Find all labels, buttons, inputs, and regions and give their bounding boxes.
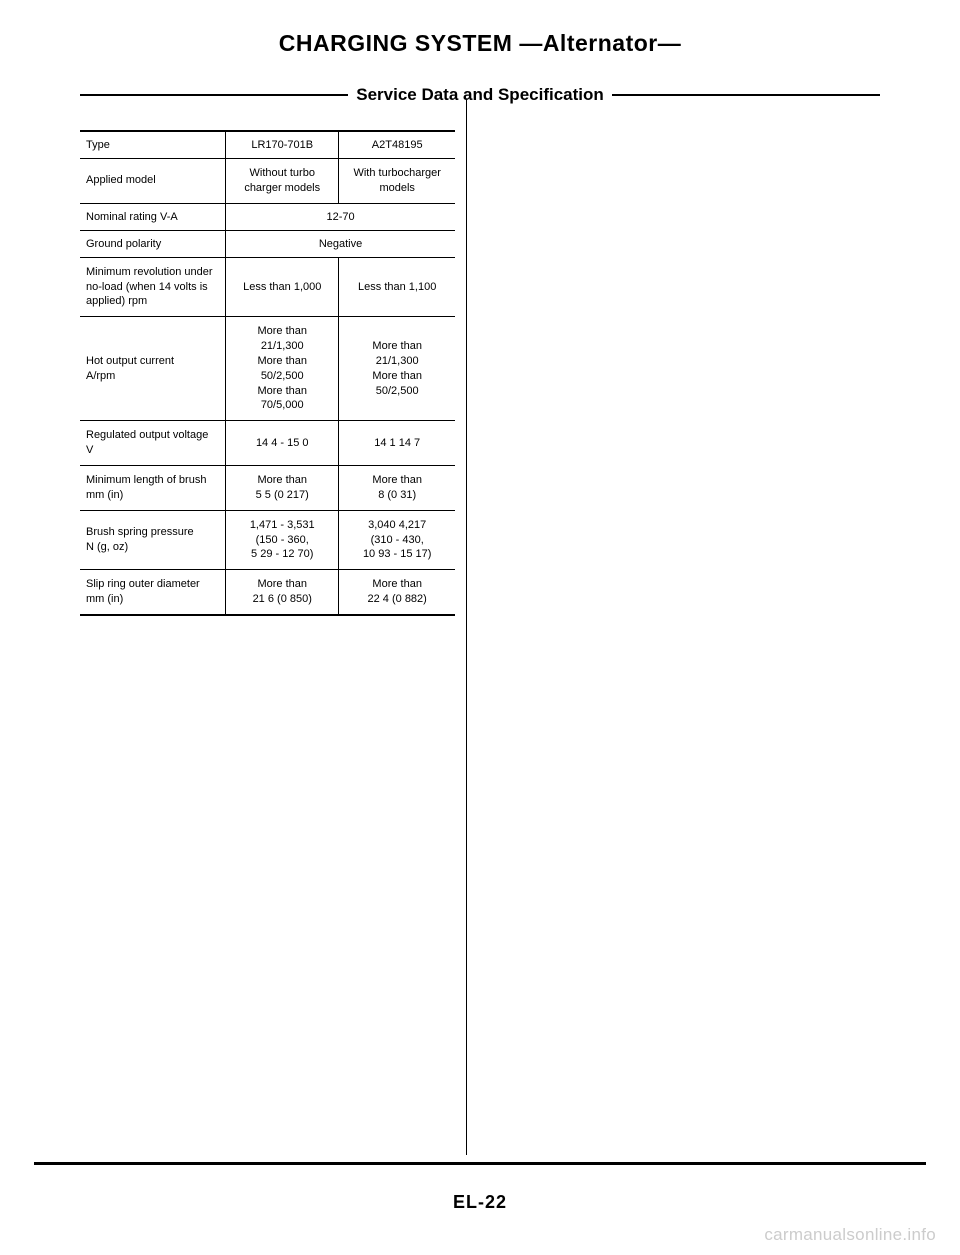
cell: More than5 5 (0 217) <box>226 465 339 510</box>
bottom-rule <box>34 1162 926 1165</box>
cell: More than8 (0 31) <box>339 465 455 510</box>
table-row: Hot output current A/rpm More than21/1,3… <box>80 317 455 421</box>
rule-left <box>80 94 348 96</box>
table-row: Type LR170-701B A2T48195 <box>80 131 455 159</box>
cell: 3,040 4,217(310 - 430,10 93 - 15 17) <box>339 510 455 570</box>
cell: More than21 6 (0 850) <box>226 570 339 615</box>
cell: 14 4 - 15 0 <box>226 421 339 466</box>
cell: A2T48195 <box>339 131 455 159</box>
table-row: Minimum revolution under no-load (when 1… <box>80 257 455 317</box>
row-label: Regulated output voltage V <box>80 421 226 466</box>
cell: More than21/1,300More than50/2,500 <box>339 317 455 421</box>
cell: 1,471 - 3,531(150 - 360,5 29 - 12 70) <box>226 510 339 570</box>
subtitle-row: Service Data and Specification <box>80 85 880 105</box>
row-label: Brush spring pressure N (g, oz) <box>80 510 226 570</box>
rule-right <box>612 94 880 96</box>
cell: 14 1 14 7 <box>339 421 455 466</box>
row-label: Hot output current A/rpm <box>80 317 226 421</box>
cell: Less than 1,100 <box>339 257 455 317</box>
table-row: Brush spring pressure N (g, oz) 1,471 - … <box>80 510 455 570</box>
cell: With turbocharger models <box>339 159 455 204</box>
page-title: CHARGING SYSTEM —Alternator— <box>0 30 960 57</box>
cell: LR170-701B <box>226 131 339 159</box>
cell: 12-70 <box>226 203 455 230</box>
center-divider <box>466 100 467 1155</box>
table-row: Ground polarity Negative <box>80 230 455 257</box>
table-row: Slip ring outer diameter mm (in) More th… <box>80 570 455 615</box>
cell: More than21/1,300More than50/2,500More t… <box>226 317 339 421</box>
cell: Without turbo charger models <box>226 159 339 204</box>
section-subtitle: Service Data and Specification <box>348 85 612 105</box>
table-row: Nominal rating V-A 12-70 <box>80 203 455 230</box>
spec-table: Type LR170-701B A2T48195 Applied model W… <box>80 130 455 616</box>
page-number: EL-22 <box>0 1192 960 1213</box>
row-label: Ground polarity <box>80 230 226 257</box>
cell: Negative <box>226 230 455 257</box>
cell: Less than 1,000 <box>226 257 339 317</box>
table-row: Regulated output voltage V 14 4 - 15 0 1… <box>80 421 455 466</box>
row-label: Nominal rating V-A <box>80 203 226 230</box>
row-label: Minimum revolution under no-load (when 1… <box>80 257 226 317</box>
watermark: carmanualsonline.info <box>764 1225 936 1245</box>
row-label: Slip ring outer diameter mm (in) <box>80 570 226 615</box>
row-label: Type <box>80 131 226 159</box>
cell: More than22 4 (0 882) <box>339 570 455 615</box>
row-label: Applied model <box>80 159 226 204</box>
table-row: Minimum length of brush mm (in) More tha… <box>80 465 455 510</box>
table-row: Applied model Without turbo charger mode… <box>80 159 455 204</box>
row-label: Minimum length of brush mm (in) <box>80 465 226 510</box>
